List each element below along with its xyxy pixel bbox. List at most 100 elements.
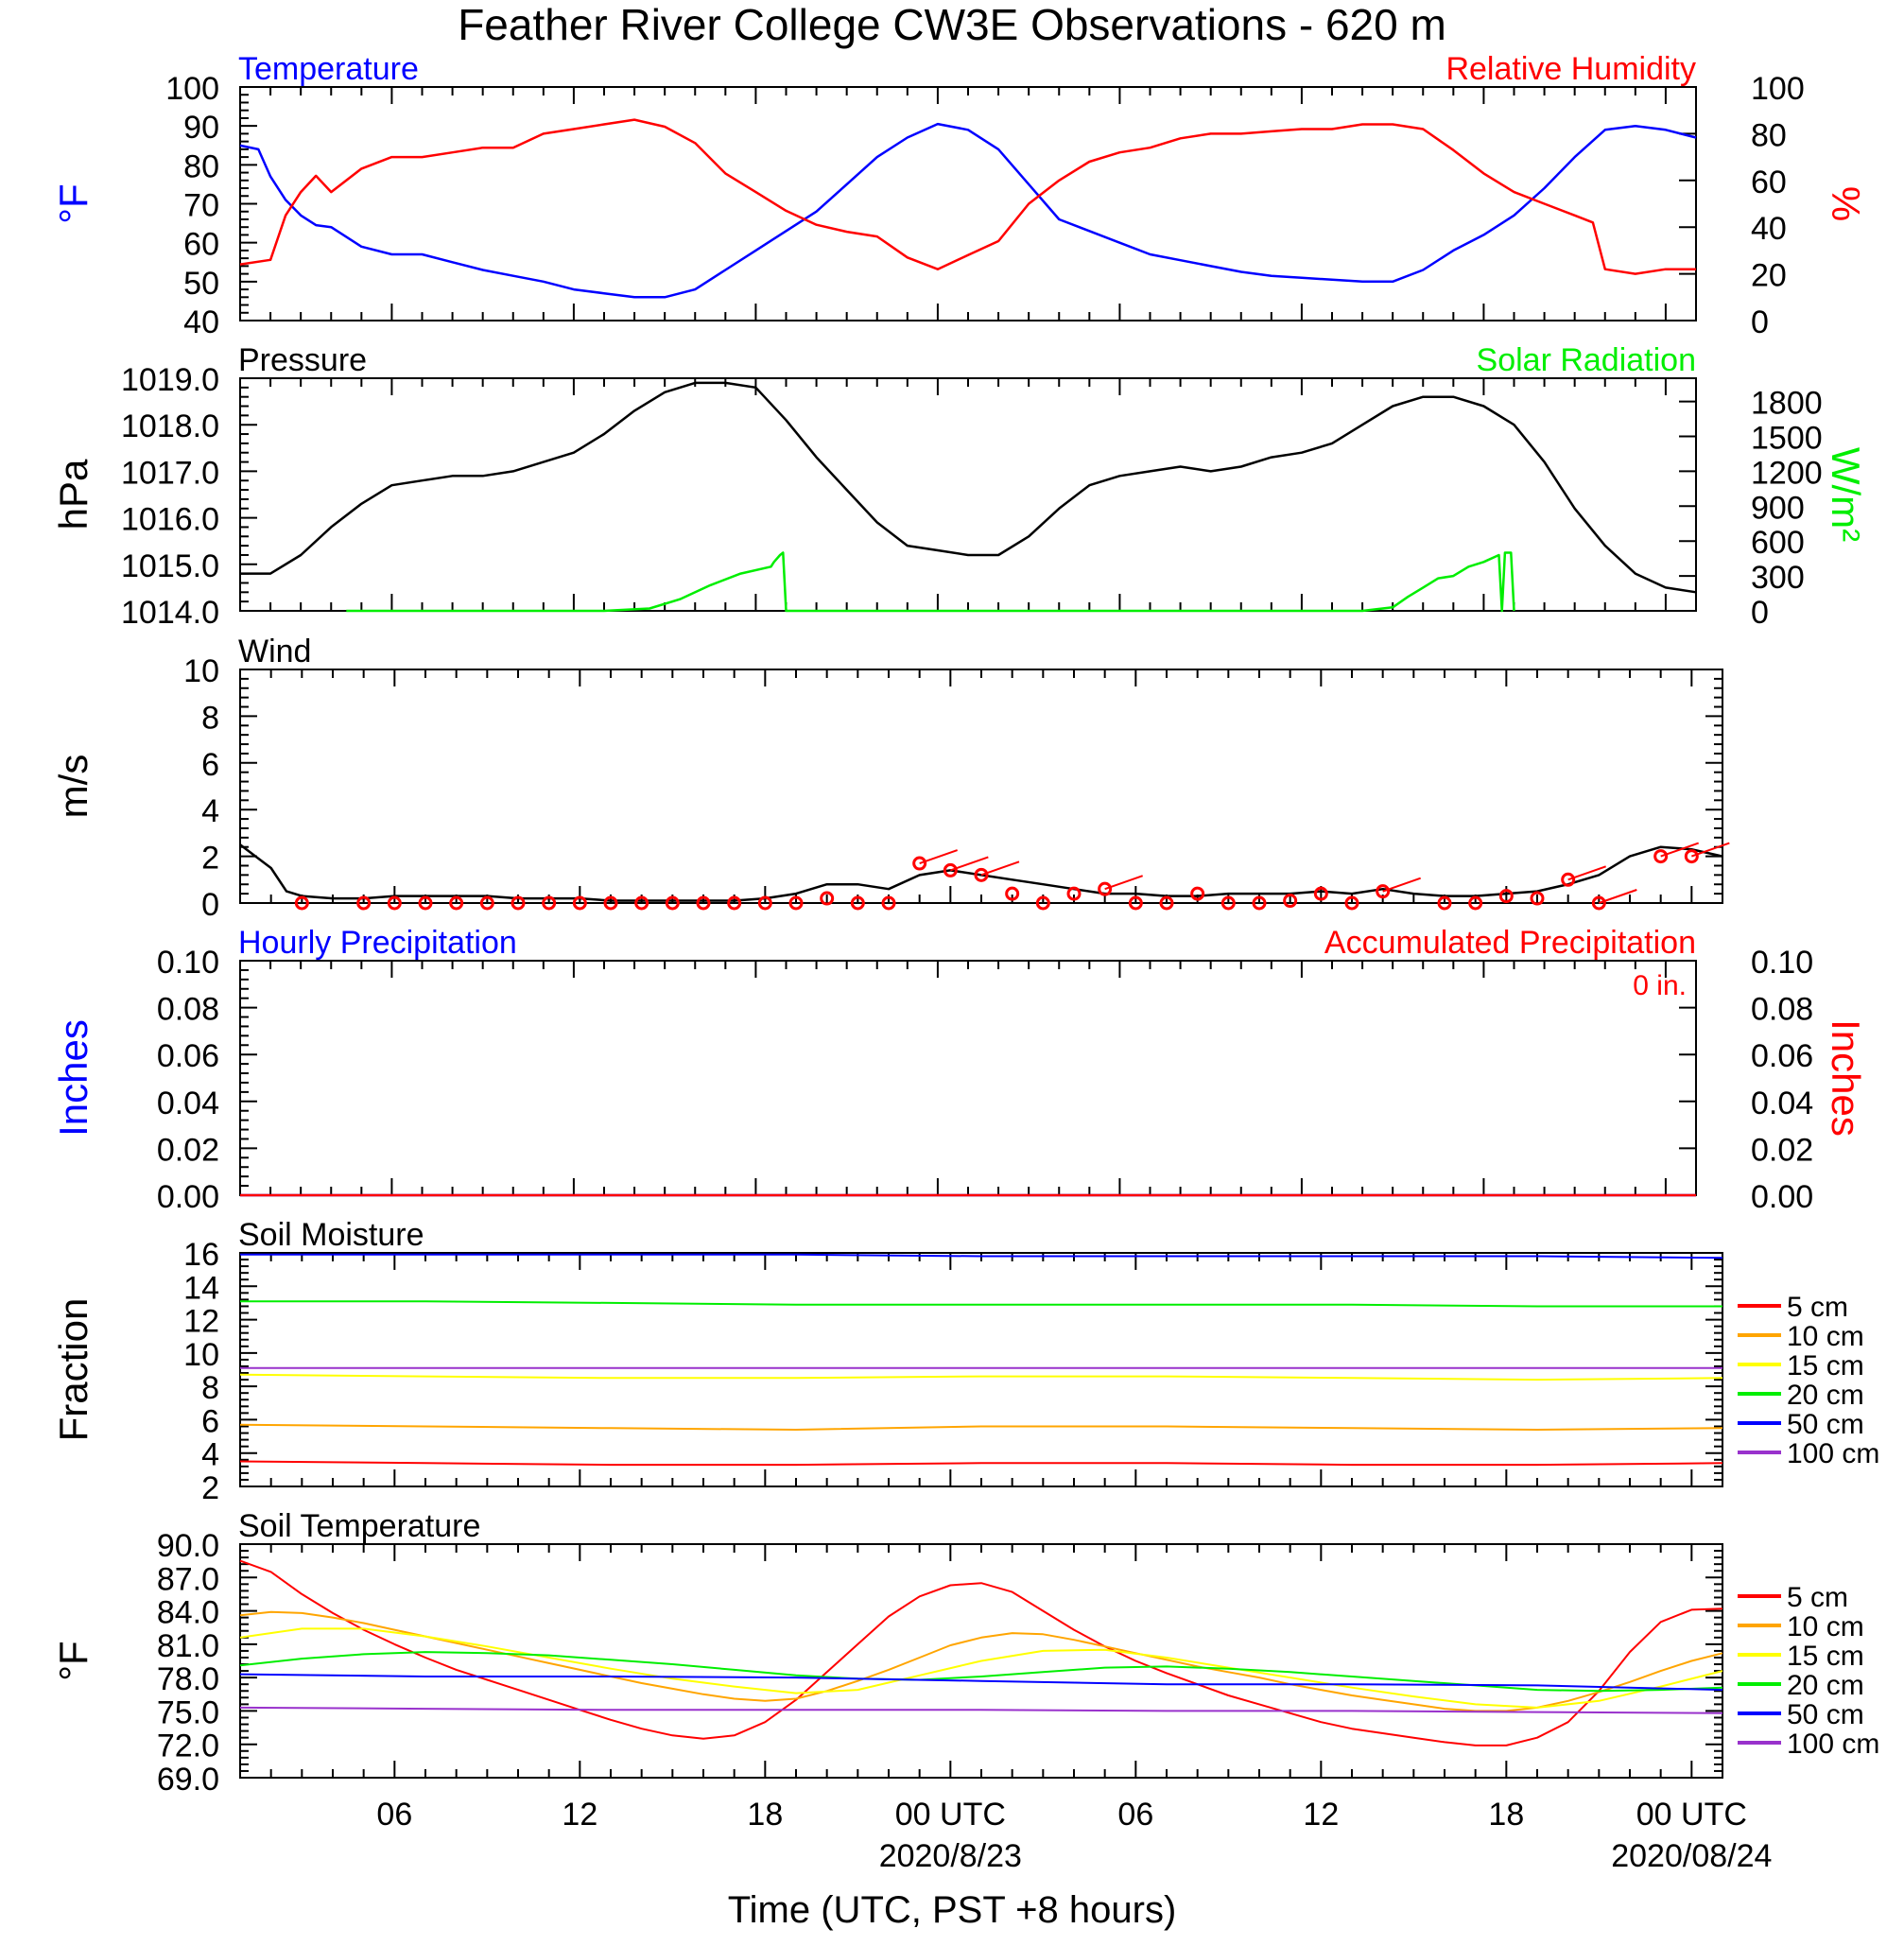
y-axis-label: hPa	[51, 459, 95, 530]
panel-title: Wind	[238, 634, 311, 669]
y-tick-label: 0.08	[157, 992, 219, 1028]
y-tick-label: 0.02	[157, 1132, 219, 1168]
series-20-cm	[240, 1300, 1722, 1308]
wind-barb	[1252, 895, 1267, 911]
y-axis-label-right: %	[1824, 186, 1868, 221]
y-tick-label: 80	[183, 148, 219, 184]
legend-label: 10 cm	[1787, 1321, 1864, 1352]
legend-label: 20 cm	[1787, 1670, 1864, 1701]
wind-barb-staff	[1382, 877, 1421, 893]
y-tick-label: 81.0	[157, 1628, 219, 1664]
wind-barb	[696, 895, 711, 911]
panel-title: Hourly Precipitation	[238, 925, 517, 961]
x-tick-label: 12	[1303, 1797, 1339, 1833]
y-right-tick-label: 1800	[1751, 386, 1823, 422]
wind-barb	[665, 895, 680, 911]
y-tick-label: 14	[183, 1270, 219, 1306]
wind-barb	[727, 895, 742, 911]
plot-frame	[239, 86, 1697, 321]
series-wind	[239, 843, 1723, 902]
wind-barb	[418, 895, 433, 911]
wind-barb	[1437, 895, 1452, 911]
wind-barb	[1313, 886, 1328, 901]
y-right-tick-label: 600	[1751, 525, 1805, 561]
y-tick-label: 4	[201, 793, 219, 829]
wind-barb	[542, 895, 557, 911]
wind-barb	[1498, 889, 1514, 904]
series-15-cm	[239, 1373, 1723, 1381]
y-tick-label: 10	[183, 653, 219, 689]
wind-barb	[1561, 872, 1576, 887]
y-right-tick-label: 20	[1751, 258, 1787, 294]
wind-barb	[943, 862, 958, 877]
x-tick-label: 06	[1117, 1797, 1153, 1833]
y-right-tick-label: 100	[1751, 71, 1805, 107]
wind-barb	[1283, 894, 1298, 909]
y-axis-label: °F	[51, 183, 95, 223]
panel-pressure-solar: 1014.0 1015.0 1016.0 1017.0 1018.0 1019.0 0300…	[51, 342, 1868, 631]
panel-title-right: Solar Radiation	[1477, 342, 1696, 378]
y-right-tick-label: 40	[1751, 211, 1787, 247]
wind-barb	[511, 895, 526, 911]
y-tick-label: 6	[201, 1403, 219, 1439]
y-axis-label: °F	[51, 1641, 95, 1680]
wind-barb	[1468, 895, 1483, 911]
wind-barb	[387, 895, 402, 911]
plot-frame	[239, 377, 1697, 612]
wind-barb	[881, 895, 896, 911]
wind-barb	[912, 856, 927, 871]
wind-barb	[1005, 886, 1020, 901]
y-tick-label: 90	[183, 110, 219, 146]
y-tick-label: 0.04	[157, 1086, 219, 1121]
wind-barb	[757, 895, 772, 911]
y-tick-label: 1019.0	[121, 362, 219, 398]
wind-barb	[449, 895, 464, 911]
y-tick-label: 75.0	[157, 1694, 219, 1730]
y-tick-label: 2	[201, 841, 219, 877]
wind-barb	[479, 895, 494, 911]
wind-barb-staff	[1104, 875, 1143, 891]
y-tick-label: 40	[183, 304, 219, 340]
series-solar-radiation	[346, 551, 1515, 613]
wind-barb	[1128, 895, 1143, 911]
wind-barb-staff	[950, 856, 989, 872]
x-tick-label: 00 UTC	[895, 1797, 1006, 1833]
legend-label: 15 cm	[1787, 1641, 1864, 1672]
series-100-cm	[239, 1706, 1723, 1714]
y-right-tick-label: 900	[1751, 490, 1805, 526]
y-axis-label: Inches	[51, 1019, 95, 1137]
wind-barb-staff	[1691, 842, 1730, 858]
y-right-tick-label: 0.06	[1751, 1038, 1813, 1074]
wind-barb	[1098, 881, 1113, 896]
y-tick-label: 10	[183, 1337, 219, 1373]
precip-total: 0 in.	[1633, 970, 1687, 1001]
wind-barb	[850, 895, 865, 911]
series-50-cm	[240, 1253, 1723, 1260]
y-right-tick-label: 0	[1751, 304, 1769, 340]
y-right-tick-label: 0.08	[1751, 992, 1813, 1028]
wind-barb-staff	[1567, 865, 1606, 881]
legend-label: 50 cm	[1787, 1409, 1864, 1440]
legend-label: 50 cm	[1787, 1699, 1864, 1730]
y-tick-label: 1014.0	[121, 595, 219, 631]
y-right-tick-label: 0.10	[1751, 945, 1813, 981]
legend-label: 5 cm	[1787, 1582, 1848, 1613]
y-tick-label: 1015.0	[121, 548, 219, 584]
series-50-cm	[239, 1673, 1723, 1692]
y-right-tick-label: 1500	[1751, 421, 1823, 457]
wind-barb	[1376, 884, 1391, 899]
wind-barb	[294, 895, 309, 911]
y-axis-label-right: Inches	[1824, 1019, 1868, 1137]
wind-barb	[1530, 891, 1545, 906]
chart-title: Feather River College CW3E Observations …	[458, 0, 1446, 49]
y-tick-label: 87.0	[157, 1561, 219, 1597]
y-tick-label: 69.0	[157, 1762, 219, 1798]
y-tick-label: 16	[183, 1237, 219, 1273]
legend-label: 15 cm	[1787, 1350, 1864, 1381]
y-tick-label: 8	[201, 1370, 219, 1406]
y-tick-label: 2	[201, 1470, 219, 1506]
series-15-cm	[239, 1627, 1723, 1709]
